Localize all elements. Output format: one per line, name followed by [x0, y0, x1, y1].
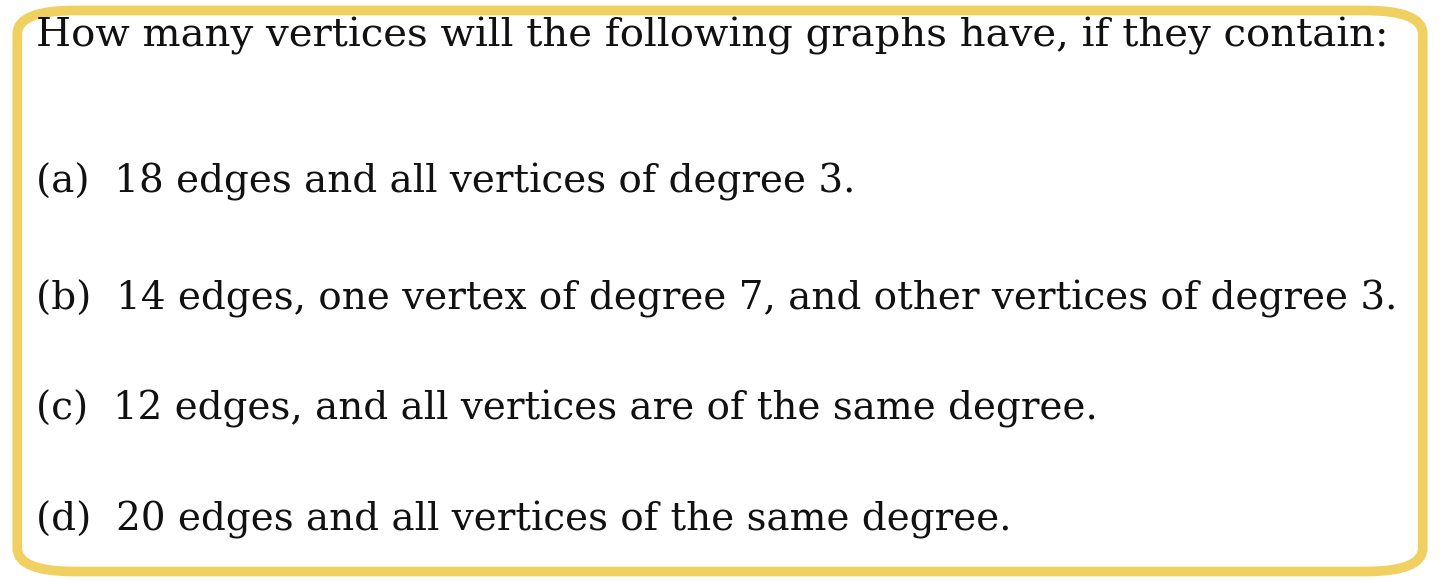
- Text: (a)  18 edges and all vertices of degree 3.: (a) 18 edges and all vertices of degree …: [36, 163, 855, 201]
- Text: How many vertices will the following graphs have, if they contain:: How many vertices will the following gra…: [36, 17, 1388, 55]
- Text: (d)  20 edges and all vertices of the same degree.: (d) 20 edges and all vertices of the sam…: [36, 501, 1011, 539]
- Text: (c)  12 edges, and all vertices are of the same degree.: (c) 12 edges, and all vertices are of th…: [36, 390, 1097, 428]
- Text: (b)  14 edges, one vertex of degree 7, and other vertices of degree 3.: (b) 14 edges, one vertex of degree 7, an…: [36, 279, 1397, 318]
- FancyBboxPatch shape: [17, 10, 1423, 572]
